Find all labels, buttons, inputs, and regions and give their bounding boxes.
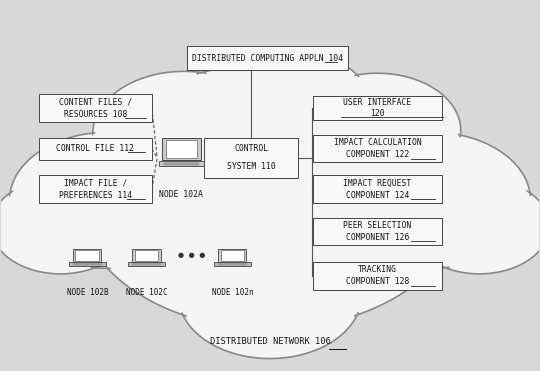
Text: CONTROL: CONTROL [234,144,268,154]
Text: NODE 102B: NODE 102B [66,288,108,297]
Text: IMPACT REQUEST: IMPACT REQUEST [343,178,411,188]
Circle shape [179,233,361,358]
FancyBboxPatch shape [39,138,152,160]
Text: COMPONENT 124: COMPONENT 124 [346,191,409,200]
FancyBboxPatch shape [39,175,152,203]
Circle shape [332,132,531,268]
Circle shape [200,49,372,167]
FancyBboxPatch shape [127,262,165,266]
FancyBboxPatch shape [132,249,160,262]
Text: PEER SELECTION: PEER SELECTION [343,221,411,230]
FancyBboxPatch shape [218,249,246,262]
Circle shape [410,178,540,274]
FancyBboxPatch shape [204,138,298,178]
Circle shape [77,64,463,329]
Text: DISTRIBUTED NETWORK 106: DISTRIBUTED NETWORK 106 [210,338,330,347]
Text: CONTENT FILES /: CONTENT FILES / [59,98,132,106]
FancyBboxPatch shape [73,249,102,262]
FancyBboxPatch shape [39,94,152,122]
Text: USER INTERFACE: USER INTERFACE [343,98,411,108]
Text: COMPONENT 122: COMPONENT 122 [346,150,409,159]
FancyBboxPatch shape [313,218,442,245]
Text: TRACKING: TRACKING [358,265,397,274]
Text: PREFERENCES 114: PREFERENCES 114 [59,191,132,200]
Text: DISTRIBUTED COMPUTING APPLN 104: DISTRIBUTED COMPUTING APPLN 104 [192,54,343,63]
FancyBboxPatch shape [168,160,195,163]
Text: COMPONENT 126: COMPONENT 126 [346,233,409,242]
FancyBboxPatch shape [134,250,158,261]
Text: COMPONENT 128: COMPONENT 128 [346,277,409,286]
Text: ●  ●  ●: ● ● ● [178,252,206,259]
FancyBboxPatch shape [76,250,99,261]
Text: NODE 102C: NODE 102C [126,288,167,297]
Text: CONTROL FILE 112: CONTROL FILE 112 [56,144,134,153]
Circle shape [93,71,275,197]
Circle shape [9,132,208,268]
Text: RESOURCES 108: RESOURCES 108 [64,110,127,119]
FancyBboxPatch shape [313,135,442,162]
Text: IMPACT FILE /: IMPACT FILE / [64,178,127,188]
FancyBboxPatch shape [313,175,442,203]
Text: IMPACT CALCULATION: IMPACT CALCULATION [334,138,421,147]
FancyBboxPatch shape [69,262,106,266]
FancyBboxPatch shape [166,140,197,158]
FancyBboxPatch shape [187,46,348,70]
Text: NODE 102A: NODE 102A [159,190,203,199]
Circle shape [294,73,461,187]
Circle shape [0,178,130,274]
Text: 120: 120 [370,109,385,118]
Text: SYSTEM 110: SYSTEM 110 [227,162,275,171]
FancyBboxPatch shape [313,262,442,289]
FancyBboxPatch shape [159,161,204,166]
FancyBboxPatch shape [313,96,442,120]
FancyBboxPatch shape [214,262,251,266]
FancyBboxPatch shape [220,250,244,261]
FancyBboxPatch shape [161,138,201,160]
Text: NODE 102n: NODE 102n [212,288,253,297]
